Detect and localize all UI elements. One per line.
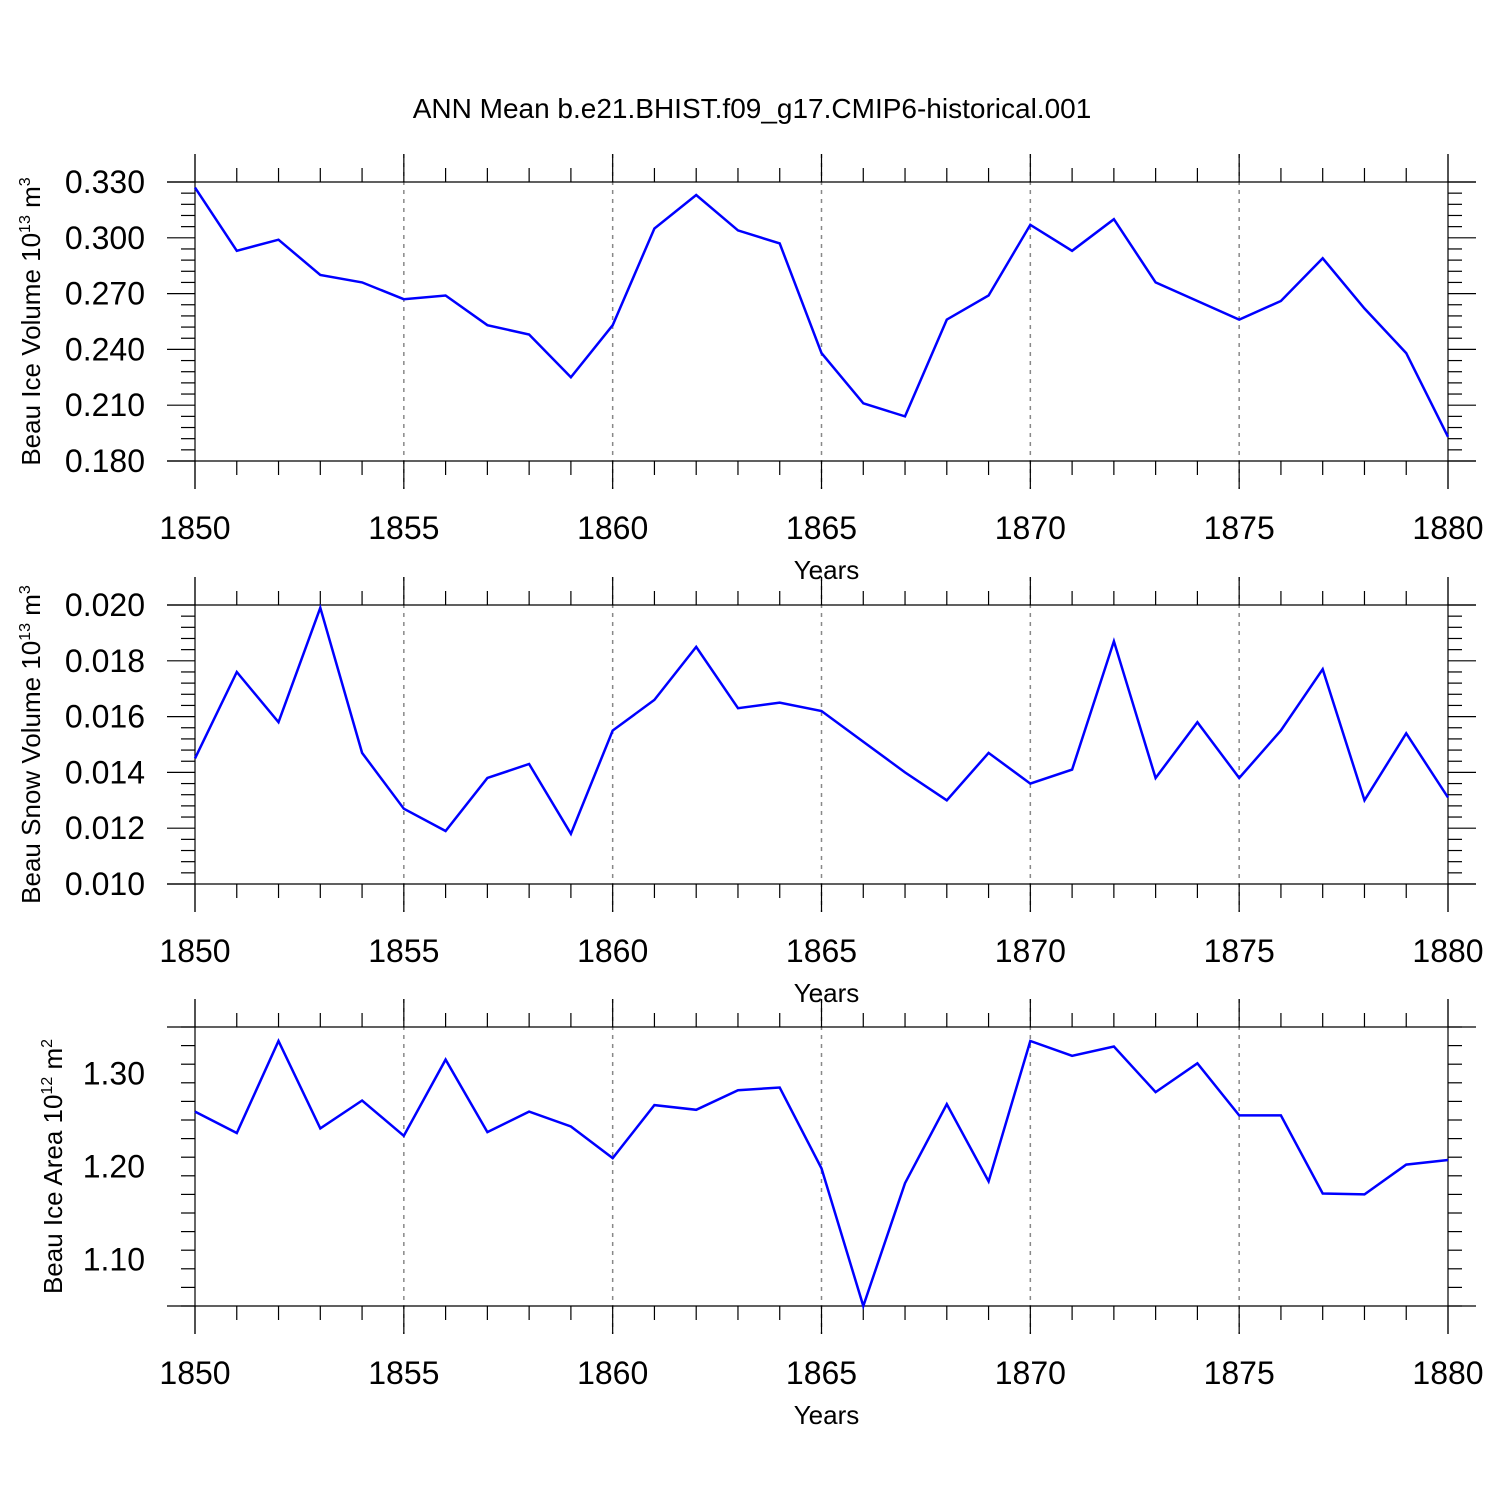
x-tick-label: 1875 bbox=[1204, 933, 1275, 969]
chart-panel-2: 0.010 0.012 0.014 0.016 0.018 0.020 1850 1855 18… bbox=[16, 577, 1484, 1008]
y-tick-label: 0.300 bbox=[65, 220, 145, 256]
x-tick-label: 1880 bbox=[1412, 510, 1483, 546]
x-tick-label: 1850 bbox=[159, 1355, 230, 1391]
x-tick-label: 1870 bbox=[995, 510, 1066, 546]
x-tick-label: 1850 bbox=[159, 510, 230, 546]
x-tick-label: 1880 bbox=[1412, 933, 1483, 969]
y-axis-title: Beau Ice Volume 1013 m3 bbox=[16, 177, 46, 465]
x-tick-label: 1855 bbox=[368, 510, 439, 546]
y-axis-title: Beau Snow Volume 1013 m3 bbox=[16, 585, 46, 904]
y-tick-label: 0.014 bbox=[65, 754, 145, 790]
series-line bbox=[193, 186, 1450, 438]
y-axis-title-part: m bbox=[16, 186, 46, 215]
y-axis-title-superscript: 3 bbox=[17, 177, 34, 186]
x-tick-label: 1870 bbox=[995, 1355, 1066, 1391]
y-tick-label: 0.016 bbox=[65, 699, 145, 735]
x-tick-label: 1860 bbox=[577, 510, 648, 546]
x-tick-label: 1860 bbox=[577, 1355, 648, 1391]
y-tick-label: 0.018 bbox=[65, 643, 145, 679]
y-axis-title-part: Beau Snow Volume 10 bbox=[16, 641, 46, 904]
y-axis-title-superscript: 13 bbox=[17, 215, 34, 233]
y-tick-label: 0.180 bbox=[65, 443, 145, 479]
x-tick-label: 1875 bbox=[1204, 1355, 1275, 1391]
chart-panel-3: 1.10 1.20 1.30 1850 1855 1860 1865 1870 1875 1880… bbox=[38, 999, 1484, 1430]
x-tick-label: 1855 bbox=[368, 933, 439, 969]
x-tick-label: 1880 bbox=[1412, 1355, 1483, 1391]
y-axis-title-superscript: 3 bbox=[17, 585, 34, 594]
x-tick-label: 1855 bbox=[368, 1355, 439, 1391]
y-axis-title-superscript: 2 bbox=[39, 1039, 56, 1048]
x-tick-label: 1865 bbox=[786, 510, 857, 546]
y-tick-label: 1.20 bbox=[83, 1149, 145, 1185]
x-tick-label: 1870 bbox=[995, 933, 1066, 969]
x-tick-label: 1860 bbox=[577, 933, 648, 969]
x-tick-label: 1850 bbox=[159, 933, 230, 969]
y-tick-label: 1.10 bbox=[83, 1242, 145, 1278]
series-line bbox=[193, 603, 1450, 837]
x-axis-title: Years bbox=[794, 1400, 860, 1430]
y-tick-label: 0.330 bbox=[65, 164, 145, 200]
x-tick-label: 1865 bbox=[786, 1355, 857, 1391]
x-axis-title: Years bbox=[794, 555, 860, 585]
series-line bbox=[194, 1038, 1449, 1311]
x-tick-label: 1865 bbox=[786, 933, 857, 969]
y-tick-label: 0.240 bbox=[65, 331, 145, 367]
y-axis-title-part: Beau Ice Area 10 bbox=[38, 1095, 68, 1294]
y-tick-label: 1.30 bbox=[83, 1056, 145, 1092]
y-tick-label: 0.012 bbox=[65, 810, 145, 846]
y-tick-label: 0.020 bbox=[65, 587, 145, 623]
y-axis-title-superscript: 12 bbox=[39, 1077, 56, 1095]
y-axis-title-part: m bbox=[38, 1048, 68, 1077]
x-tick-label: 1875 bbox=[1204, 510, 1275, 546]
chart-panel-1: 0.180 0.210 0.240 0.270 0.300 0.330 1850 1855 18… bbox=[16, 154, 1484, 585]
y-axis-title: Beau Ice Area 1012 m2 bbox=[38, 1039, 68, 1294]
figure-title: ANN Mean b.e21.BHIST.f09_g17.CMIP6-histo… bbox=[413, 93, 1092, 124]
y-axis-title-part: m bbox=[16, 594, 46, 623]
y-tick-label: 0.270 bbox=[65, 276, 145, 312]
y-tick-label: 0.010 bbox=[65, 866, 145, 902]
y-tick-label: 0.210 bbox=[65, 387, 145, 423]
x-axis-title: Years bbox=[794, 978, 860, 1008]
y-axis-title-part: Beau Ice Volume 10 bbox=[16, 233, 46, 466]
y-axis-title-superscript: 13 bbox=[17, 623, 34, 641]
